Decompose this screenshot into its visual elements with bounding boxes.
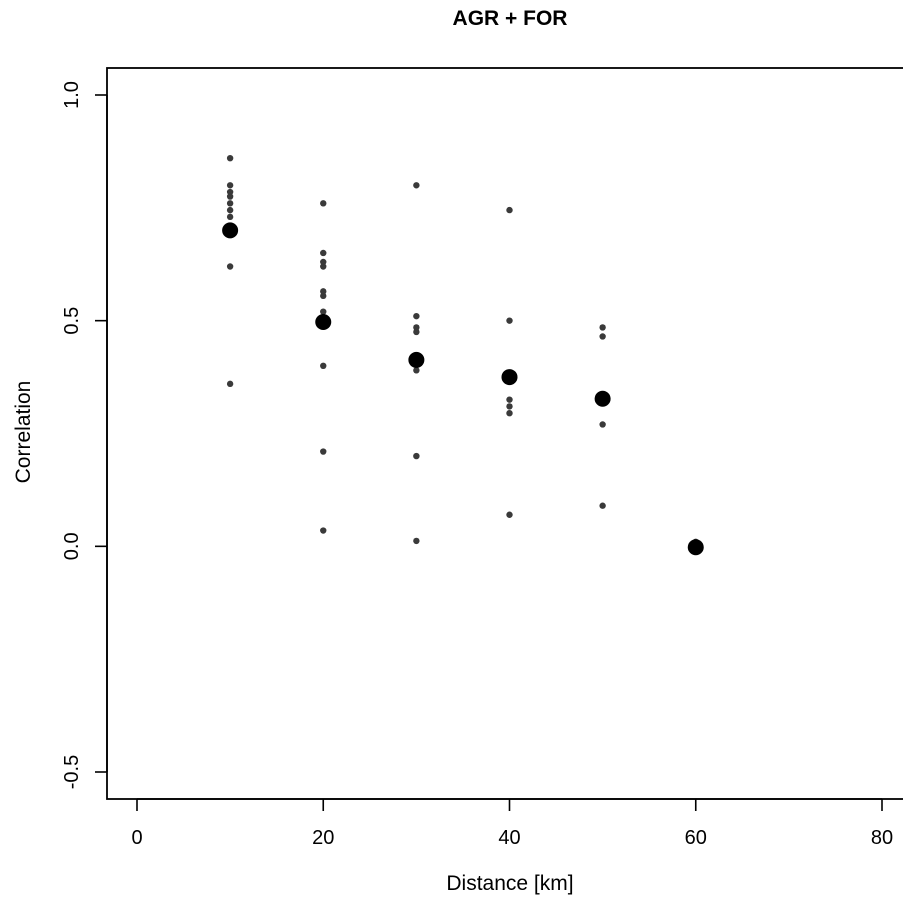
individual-point (413, 452, 420, 460)
mean-point (222, 222, 239, 239)
individual-point (226, 263, 234, 270)
mean-correlation-points (222, 222, 704, 556)
y-tick-label: 0.0 (61, 532, 83, 560)
individual-point (413, 328, 420, 336)
mean-point (687, 539, 704, 556)
individual-point (226, 200, 234, 207)
chart-title: AGR + FOR (453, 7, 568, 30)
x-tick-label: 80 (871, 827, 893, 849)
plot-area-frame (106, 67, 903, 800)
y-axis: -0.5 0.0 0.5 1.0 (61, 81, 108, 789)
x-axis: 0 20 40 60 80 (131, 798, 893, 849)
mean-point (501, 369, 518, 386)
individual-point (413, 182, 420, 189)
individual-point (320, 448, 327, 455)
mean-point (315, 314, 332, 331)
x-tick-label: 20 (312, 827, 334, 849)
individual-point (599, 421, 606, 428)
x-tick-label: 60 (685, 827, 707, 849)
individual-point (599, 324, 606, 331)
individual-point (413, 312, 420, 320)
individual-correlation-points (226, 154, 699, 555)
individual-point (320, 258, 327, 266)
individual-point (226, 206, 234, 214)
y-tick-label: 1.0 (61, 81, 83, 109)
y-tick-label: 0.5 (61, 307, 83, 335)
individual-point (320, 308, 327, 315)
individual-point (506, 511, 513, 518)
individual-point (413, 537, 420, 545)
individual-point (226, 213, 234, 221)
y-tick-label: -0.5 (61, 755, 83, 789)
individual-point (320, 288, 327, 295)
individual-point (506, 409, 513, 417)
individual-point (506, 206, 513, 214)
individual-point (226, 193, 234, 200)
individual-point (320, 527, 327, 534)
individual-point (226, 380, 234, 388)
individual-point (413, 324, 420, 331)
individual-point (226, 188, 234, 196)
individual-point (413, 367, 420, 374)
individual-point (506, 317, 513, 324)
individual-point (506, 396, 513, 403)
individual-point (506, 403, 513, 410)
individual-point (320, 263, 327, 270)
individual-point (226, 154, 234, 162)
y-axis-label: Correlation (12, 381, 35, 484)
x-tick-label: 0 (131, 827, 142, 849)
x-tick-label: 40 (498, 827, 520, 849)
individual-point (599, 333, 606, 340)
individual-point (320, 200, 327, 207)
mean-point (408, 351, 425, 368)
individual-point (599, 502, 606, 509)
individual-point (320, 249, 327, 257)
x-axis-label: Distance [km] (446, 872, 573, 895)
individual-point (320, 292, 327, 300)
individual-point (320, 362, 327, 369)
mean-point (594, 390, 611, 407)
individual-point (226, 182, 234, 189)
